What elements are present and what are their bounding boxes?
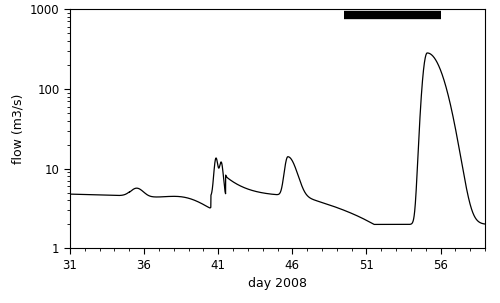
X-axis label: day 2008: day 2008 xyxy=(248,278,307,291)
Y-axis label: flow (m3/s): flow (m3/s) xyxy=(12,94,24,164)
